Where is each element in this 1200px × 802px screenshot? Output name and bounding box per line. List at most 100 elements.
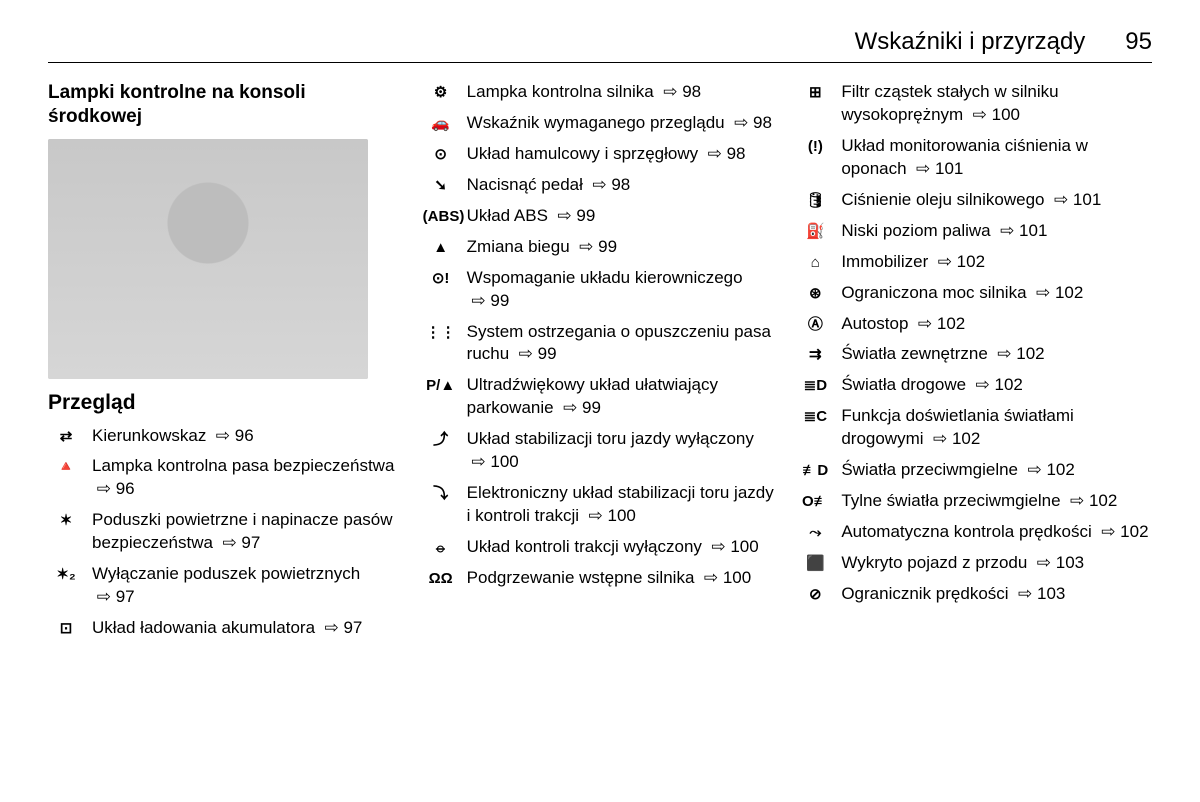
indicator-item: ΩΩPodgrzewanie wstępne silnika ⇨ 100	[423, 567, 778, 590]
indicator-icon: P/▲	[423, 374, 459, 396]
indicator-label: Zmiana biegu	[467, 237, 570, 256]
page-reference: ⇨ 97	[320, 618, 363, 637]
indicator-label: Podgrzewanie wstępne silnika	[467, 568, 695, 587]
indicator-text: Ultradźwiękowy układ ułatwiający parkowa…	[467, 374, 778, 420]
indicator-text: Światła zewnętrzne ⇨ 102	[841, 343, 1152, 366]
page-reference: ⇨ 102	[971, 375, 1023, 394]
indicator-item: ≣D Światła drogowe ⇨ 102	[797, 374, 1152, 397]
indicator-label: Układ ABS	[467, 206, 548, 225]
indicator-icon: 🛢	[797, 189, 833, 211]
indicator-label: Wskaźnik wymaganego przeglądu	[467, 113, 725, 132]
indicator-text: Układ stabilizacji toru jazdy wyłączony …	[467, 428, 778, 474]
page-reference: ⇨ 97	[92, 587, 135, 606]
page-reference: ⇨ 101	[995, 221, 1047, 240]
indicator-text: Wspomaganie układu kierowniczego ⇨ 99	[467, 267, 778, 313]
page-number: 95	[1125, 28, 1152, 56]
indicator-item: P/▲ Ultradźwiękowy układ ułatwiający park…	[423, 374, 778, 420]
indicator-list-1: ⇄Kierunkowskaz ⇨ 96🔺Lampka kontrolna pas…	[48, 425, 403, 641]
indicator-text: Nacisnąć pedał ⇨ 98	[467, 174, 778, 197]
page-reference: ⇨ 100	[699, 568, 751, 587]
indicator-icon: ⤳	[797, 521, 833, 543]
indicator-text: Układ ładowania akumulatora ⇨ 97	[92, 617, 403, 640]
indicator-item: ≣CFunkcja doświetlania światłami drogowy…	[797, 405, 1152, 451]
indicator-item: ⊙Układ hamulcowy i sprzęgłowy ⇨ 98	[423, 143, 778, 166]
page-reference: ⇨ 101	[911, 159, 963, 178]
overview-title: Przegląd	[48, 391, 403, 415]
page-reference: ⇨ 98	[729, 113, 772, 132]
indicator-label: Wyłączanie poduszek powietrznych	[92, 564, 360, 583]
indicator-label: Wykryto pojazd z przodu	[841, 553, 1027, 572]
indicator-label: Automatyczna kontrola prędkości	[841, 522, 1091, 541]
indicator-icon: ≣C	[797, 405, 833, 427]
indicator-item: ⦵ Układ kontroli trakcji wyłączony ⇨ 100	[423, 536, 778, 559]
page-reference: ⇨ 97	[218, 533, 261, 552]
section-title: Lampki kontrolne na konsoli środkowej	[48, 81, 403, 129]
indicator-text: Podgrzewanie wstępne silnika ⇨ 100	[467, 567, 778, 590]
indicator-icon: ⋮⋮	[423, 321, 459, 343]
page-reference: ⇨ 103	[1013, 584, 1065, 603]
indicator-item: ⌂ Immobilizer ⇨ 102	[797, 251, 1152, 274]
page-reference: ⇨ 102	[1023, 460, 1075, 479]
indicator-text: Automatyczna kontrola prędkości ⇨ 102	[841, 521, 1152, 544]
indicator-label: Światła zewnętrzne	[841, 344, 987, 363]
indicator-icon: ⌂	[797, 251, 833, 273]
indicator-label: Autostop	[841, 314, 908, 333]
indicator-item: ✶Poduszki powietrzne i napinacze pasów b…	[48, 509, 403, 555]
indicator-icon: ⊘	[797, 583, 833, 605]
indicator-text: Ograniczona moc silnika ⇨ 102	[841, 282, 1152, 305]
indicator-item: ⇉ Światła zewnętrzne ⇨ 102	[797, 343, 1152, 366]
indicator-label: Światła przeciwmgielne	[841, 460, 1018, 479]
indicator-label: Układ ładowania akumulatora	[92, 618, 315, 637]
indicator-text: Wyłączanie poduszek powietrznych ⇨ 97	[92, 563, 403, 609]
page-reference: ⇨ 100	[707, 537, 759, 556]
indicator-icon: ⦵	[423, 536, 459, 558]
page-reference: ⇨ 102	[913, 314, 965, 333]
indicator-icon: ⚙	[423, 81, 459, 103]
indicator-label: Układ hamulcowy i sprzęgłowy	[467, 144, 698, 163]
indicator-text: Immobilizer ⇨ 102	[841, 251, 1152, 274]
page-reference: ⇨ 99	[514, 344, 557, 363]
indicator-label: Układ monitorowania ciśnienia w oponach	[841, 136, 1088, 178]
page-reference: ⇨ 99	[574, 237, 617, 256]
indicator-item: ⊘ Ogranicznik prędkości ⇨ 103	[797, 583, 1152, 606]
indicator-item: O≢Tylne światła przeciwmgielne ⇨ 102	[797, 490, 1152, 513]
indicator-icon: (ABS)	[423, 205, 459, 227]
page-reference: ⇨ 96	[211, 426, 254, 445]
indicator-icon: ➘	[423, 174, 459, 196]
indicator-label: Nacisnąć pedał	[467, 175, 583, 194]
indicator-text: Lampka kontrolna silnika ⇨ 98	[467, 81, 778, 104]
indicator-text: Wskaźnik wymaganego przeglądu ⇨ 98	[467, 112, 778, 135]
page-reference: ⇨ 102	[928, 429, 980, 448]
indicator-icon: ⊙	[423, 143, 459, 165]
page-reference: ⇨ 102	[993, 344, 1045, 363]
page-reference: ⇨ 96	[92, 479, 135, 498]
indicator-icon: O≢	[797, 490, 833, 512]
indicator-text: Filtr cząstek stałych w silniku wysokopr…	[841, 81, 1152, 127]
page-reference: ⇨ 99	[558, 398, 601, 417]
page-reference: ⇨ 100	[584, 506, 636, 525]
indicator-icon: ⊙!	[423, 267, 459, 289]
indicator-label: Wspomaganie układu kierowniczego	[467, 268, 743, 287]
page-reference: ⇨ 99	[467, 291, 510, 310]
indicator-item: ➘ Nacisnąć pedał ⇨ 98	[423, 174, 778, 197]
indicator-icon: ⇄	[48, 425, 84, 447]
indicator-text: System ostrzegania o opuszczeniu pasa ru…	[467, 321, 778, 367]
indicator-label: Lampka kontrolna pasa bezpieczeństwa	[92, 456, 394, 475]
console-image	[48, 139, 368, 379]
page-reference: ⇨ 102	[1031, 283, 1083, 302]
indicator-text: Kierunkowskaz ⇨ 96	[92, 425, 403, 448]
indicator-label: Światła drogowe	[841, 375, 966, 394]
indicator-text: Wykryto pojazd z przodu ⇨ 103	[841, 552, 1152, 575]
indicator-item: (ABS)Układ ABS ⇨ 99	[423, 205, 778, 228]
indicator-label: Układ kontroli trakcji wyłączony	[467, 537, 702, 556]
indicator-label: Immobilizer	[841, 252, 928, 271]
indicator-text: Lampka kontrolna pasa bezpieczeństwa ⇨ 9…	[92, 455, 403, 501]
indicator-icon: ⤵	[423, 482, 459, 504]
indicator-icon: ⇉	[797, 343, 833, 365]
indicator-label: Filtr cząstek stałych w silniku wysokopr…	[841, 82, 1058, 124]
indicator-text: Ogranicznik prędkości ⇨ 103	[841, 583, 1152, 606]
indicator-text: Niski poziom paliwa ⇨ 101	[841, 220, 1152, 243]
indicator-icon: ≣D	[797, 374, 833, 396]
indicator-text: Światła przeciwmgielne ⇨ 102	[841, 459, 1152, 482]
indicator-item: 🛢Ciśnienie oleju silnikowego ⇨ 101	[797, 189, 1152, 212]
